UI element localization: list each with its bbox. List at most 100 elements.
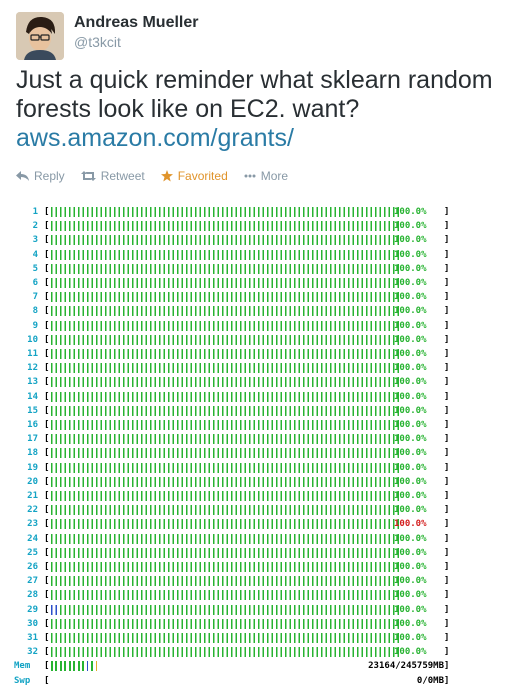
cpu-percent: 100.0% bbox=[394, 604, 427, 615]
cpu-usage-bar bbox=[51, 363, 401, 374]
cpu-usage-low-priority bbox=[51, 604, 59, 615]
cpu-row: 2 [100.0%] bbox=[18, 219, 458, 233]
cpu-number: 12 bbox=[27, 363, 38, 374]
swp-value: 0/0MB bbox=[416, 675, 444, 686]
bracket-close: ] bbox=[444, 235, 450, 246]
cpu-percent: 100.0% bbox=[394, 292, 427, 303]
bracket-open: [ bbox=[44, 420, 50, 430]
mem-value: 23164/245759MB bbox=[368, 661, 444, 672]
cpu-usage-bar bbox=[51, 263, 401, 274]
reply-button[interactable]: Reply bbox=[16, 169, 65, 183]
author-name[interactable]: Andreas Mueller bbox=[74, 14, 199, 31]
cpu-percent: 100.0% bbox=[394, 420, 427, 430]
bracket-close: ] bbox=[444, 306, 450, 317]
cpu-percent: 100.0% bbox=[394, 448, 427, 459]
bracket-close: ] bbox=[444, 476, 450, 487]
cpu-row: 12 [100.0%] bbox=[18, 361, 458, 375]
bracket-close: ] bbox=[444, 675, 450, 686]
cpu-row: 19 [100.0%] bbox=[18, 461, 458, 475]
cpu-percent: 100.0% bbox=[394, 547, 427, 558]
cpu-percent: 100.0% bbox=[394, 207, 427, 217]
bracket-open: [ bbox=[44, 377, 50, 388]
cpu-usage-bar bbox=[51, 391, 401, 402]
cpu-usage-bar bbox=[51, 519, 401, 530]
cpu-usage-bar bbox=[51, 576, 401, 587]
cpu-row: 24 [100.0%] bbox=[18, 532, 458, 546]
bracket-close: ] bbox=[444, 221, 450, 232]
cpu-usage-bar bbox=[51, 334, 401, 345]
more-button[interactable]: More bbox=[244, 169, 288, 183]
bracket-open: [ bbox=[44, 235, 50, 246]
mem-bar-segment bbox=[64, 661, 67, 672]
mem-bar-segment bbox=[51, 661, 53, 672]
cpu-number: 9 bbox=[32, 320, 38, 331]
cpu-usage-bar bbox=[51, 562, 401, 572]
cpu-row: 9 [100.0%] bbox=[18, 319, 458, 333]
tweet-link[interactable]: aws.amazon.com/grants/ bbox=[16, 124, 294, 152]
cpu-number: 25 bbox=[27, 547, 38, 558]
cpu-usage-bar bbox=[51, 434, 401, 445]
bracket-open: [ bbox=[44, 618, 50, 629]
cpu-percent: 100.0% bbox=[394, 505, 427, 516]
bracket-open: [ bbox=[44, 405, 50, 416]
cpu-number: 24 bbox=[27, 533, 38, 544]
cpu-number: 16 bbox=[27, 420, 38, 430]
cpu-percent: 100.0% bbox=[394, 334, 427, 345]
cpu-number: 19 bbox=[27, 462, 38, 473]
bracket-open: [ bbox=[44, 562, 50, 572]
cpu-usage-bar bbox=[51, 207, 401, 217]
bracket-close: ] bbox=[444, 405, 450, 416]
cpu-row: 7 [100.0%] bbox=[18, 290, 458, 304]
cpu-percent: 100.0% bbox=[394, 263, 427, 274]
cpu-number: 29 bbox=[27, 604, 38, 615]
retweet-button[interactable]: Retweet bbox=[80, 169, 145, 183]
cpu-row: 6 [100.0%] bbox=[18, 276, 458, 290]
bracket-open: [ bbox=[44, 491, 50, 501]
mem-label: Mem bbox=[14, 661, 31, 672]
cpu-usage-bar bbox=[51, 491, 401, 501]
cpu-percent: 100.0% bbox=[394, 278, 427, 288]
mem-bar-segment bbox=[91, 661, 93, 672]
author-handle[interactable]: @t3kcit bbox=[74, 34, 121, 50]
bracket-open: [ bbox=[44, 462, 50, 473]
cpu-percent: 100.0% bbox=[394, 235, 427, 246]
mem-bar-segment bbox=[86, 661, 89, 672]
bracket-close: ] bbox=[444, 263, 450, 274]
bracket-close: ] bbox=[444, 633, 450, 643]
bracket-close: ] bbox=[444, 661, 450, 672]
cpu-usage-bar bbox=[51, 448, 401, 459]
cpu-number: 11 bbox=[27, 349, 38, 359]
cpu-usage-bar bbox=[51, 278, 401, 288]
tweet-header: Andreas Mueller @t3kcit bbox=[16, 12, 516, 60]
bracket-close: ] bbox=[444, 391, 450, 402]
cpu-percent: 100.0% bbox=[394, 405, 427, 416]
bracket-open: [ bbox=[44, 604, 50, 615]
cpu-row: 8 [100.0%] bbox=[18, 304, 458, 318]
bracket-close: ] bbox=[444, 576, 450, 587]
bracket-open: [ bbox=[44, 647, 50, 658]
bracket-open: [ bbox=[44, 334, 50, 345]
cpu-usage-bar bbox=[51, 349, 401, 359]
cpu-percent: 100.0% bbox=[394, 320, 427, 331]
reply-label: Reply bbox=[34, 169, 65, 183]
tweet-actions: Reply Retweet Favorited More bbox=[16, 168, 288, 184]
bracket-open: [ bbox=[44, 505, 50, 516]
bracket-close: ] bbox=[444, 618, 450, 629]
favorited-label: Favorited bbox=[177, 169, 228, 183]
cpu-usage-bar bbox=[51, 647, 401, 658]
cpu-percent: 100.0% bbox=[394, 590, 427, 601]
avatar[interactable] bbox=[16, 12, 64, 60]
cpu-usage-bar bbox=[51, 462, 401, 473]
bracket-close: ] bbox=[444, 278, 450, 288]
favorite-button[interactable]: Favorited bbox=[160, 169, 228, 183]
htop-screenshot: 1 [100.0%] 2 [100.0%] 3 [100.0%] 4 [100.0%] 5 [10… bbox=[14, 205, 458, 691]
bracket-close: ] bbox=[444, 647, 450, 658]
mem-bar-segment bbox=[68, 661, 71, 672]
bracket-close: ] bbox=[444, 547, 450, 558]
cpu-row: 22 [100.0%] bbox=[18, 503, 458, 517]
cpu-percent: 100.0% bbox=[394, 391, 427, 402]
cpu-row: 11 [100.0%] bbox=[18, 347, 458, 361]
cpu-number: 20 bbox=[27, 476, 38, 487]
cpu-usage-bar bbox=[51, 476, 401, 487]
cpu-number: 31 bbox=[27, 633, 38, 643]
